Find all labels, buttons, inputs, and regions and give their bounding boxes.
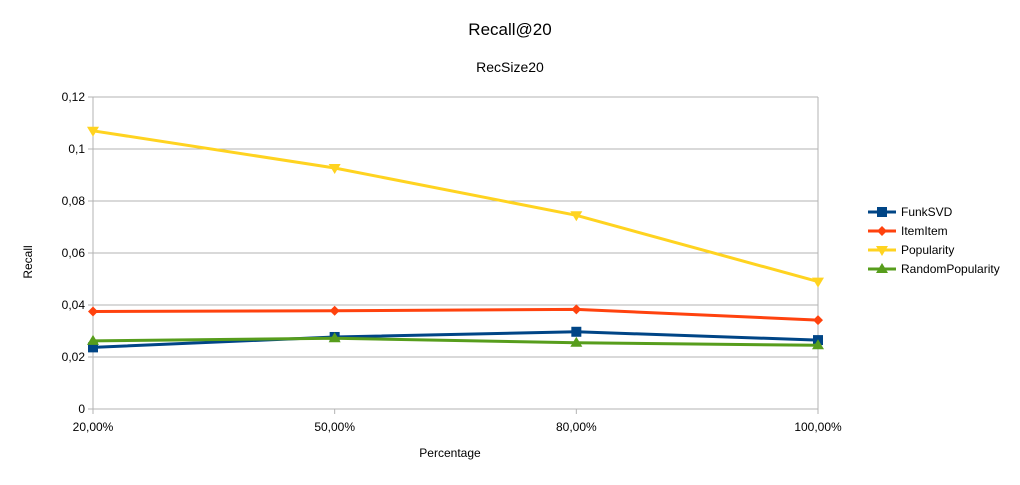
- legend-item-randompopularity: RandomPopularity: [868, 262, 1000, 276]
- series-line-funksvd: [92, 330, 819, 349]
- legend-marker-randompopularity: [876, 263, 888, 273]
- series-popularity: [87, 126, 824, 288]
- legend-label-itemitem: ItemItem: [901, 224, 948, 238]
- legend-marker-popularity: [876, 246, 888, 256]
- data-point-itemitem: [571, 304, 582, 315]
- series-line-popularity: [92, 129, 819, 284]
- data-point-popularity: [812, 277, 824, 288]
- x-tick-label: 80,00%: [556, 420, 597, 434]
- y-tick-label: 0,02: [62, 350, 86, 364]
- y-tick-label: 0: [78, 402, 85, 416]
- series-itemitem: [88, 304, 823, 326]
- y-tick-label: 0,1: [68, 142, 85, 156]
- data-point-funksvd: [571, 326, 582, 337]
- legend-marker-funksvd: [877, 207, 887, 217]
- series-line-itemitem: [92, 307, 819, 322]
- y-tick-label: 0,06: [62, 246, 86, 260]
- legend-label-funksvd: FunkSVD: [901, 205, 953, 219]
- x-tick-label: 100,00%: [794, 420, 842, 434]
- x-axis-label: Percentage: [419, 446, 481, 460]
- y-axis-label: Recall: [21, 245, 35, 278]
- legend-item-popularity: Popularity: [868, 243, 954, 257]
- chart-title: Recall@20: [468, 20, 551, 39]
- series-randompopularity: [87, 332, 824, 350]
- data-point-randompopularity: [87, 334, 99, 345]
- data-point-randompopularity: [570, 336, 583, 347]
- x-tick-label: 20,00%: [73, 420, 114, 434]
- data-point-popularity: [570, 211, 583, 222]
- legend-item-funksvd: FunkSVD: [868, 205, 953, 219]
- data-point-randompopularity: [812, 339, 824, 350]
- series: [87, 126, 824, 353]
- legend-item-itemitem: ItemItem: [868, 224, 948, 238]
- legend-label-popularity: Popularity: [901, 243, 954, 257]
- legend-marker-itemitem: [877, 226, 887, 236]
- x-tick-label: 50,00%: [314, 420, 355, 434]
- data-point-itemitem: [88, 306, 98, 317]
- y-tick-label: 0,04: [62, 298, 86, 312]
- legend-label-randompopularity: RandomPopularity: [901, 262, 1000, 276]
- data-point-randompopularity: [328, 332, 341, 343]
- series-line-randompopularity: [92, 336, 819, 347]
- data-point-popularity: [87, 126, 99, 137]
- data-point-popularity: [328, 163, 341, 174]
- legend: FunkSVD ItemItem Popularity RandomPopularit…: [868, 205, 1000, 276]
- data-point-itemitem: [329, 305, 340, 316]
- y-tick-label: 0,12: [62, 90, 86, 104]
- data-point-itemitem: [813, 315, 823, 326]
- y-tick-label: 0,08: [62, 194, 86, 208]
- data-point-funksvd: [88, 342, 98, 353]
- chart-subtitle: RecSize20: [476, 59, 544, 75]
- axes: 0 0,02 0,04 0,06 0,08 0,1 0,12 20,00% 50,00% 80,0…: [62, 90, 842, 434]
